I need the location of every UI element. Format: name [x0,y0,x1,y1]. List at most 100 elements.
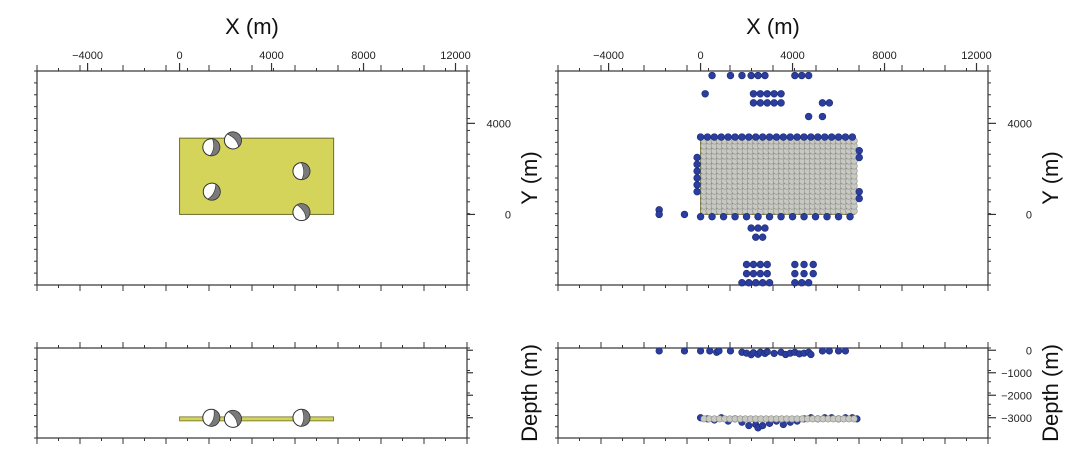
station-point [742,260,751,269]
station-point [791,269,799,278]
x-tick-label: 8000 [351,50,375,62]
station-point [798,71,806,80]
station-point [823,213,831,221]
y-axis-title: Y (m) [1038,151,1063,204]
station-point [756,90,765,98]
station-point [814,133,822,141]
y-tick-label: 0 [505,209,511,221]
x-axis-title: X (m) [225,14,279,39]
station-point [800,260,808,269]
station-point [706,347,714,355]
station-point [855,187,863,196]
beachball [202,408,221,427]
station-point [765,279,774,287]
station-point [738,71,746,80]
station-point [834,213,843,221]
station-point [788,213,797,221]
station-point [756,260,765,269]
station-point [770,99,778,107]
station-point [763,260,771,269]
station-point [818,347,827,355]
station-point [804,71,813,80]
beachball [292,408,311,427]
station-point [742,213,751,221]
beachball [202,138,221,157]
station-point [765,133,774,141]
map-right-x-tick-labels: −4000 0 4000 8000 12000 [593,50,992,71]
station-point [747,71,755,80]
station-point [761,224,769,232]
station-point [804,279,813,287]
station-point [724,133,732,141]
station-point [770,90,778,98]
station-point [726,71,735,80]
station-point [655,210,663,219]
station-point [754,213,762,221]
grid-node-point [850,415,858,423]
depth-right-y-tick-labels: 0 −1000 −2000 −3000 [988,345,1032,425]
station-point [693,153,701,162]
station-point [745,422,753,430]
blue-stations [655,71,863,287]
station-point [655,347,663,355]
station-point [756,269,765,278]
station-point [827,133,836,141]
depth-right-frame [555,342,991,444]
beachball-shade [296,203,311,220]
station-point [777,90,785,98]
station-point [763,99,771,107]
beachball [292,203,311,222]
station-point [809,260,817,269]
station-point [761,71,769,80]
beachball-shade [207,183,221,201]
station-point [825,99,834,107]
map-left-x-tick-labels: −4000 0 4000 8000 12000 [72,50,471,71]
station-point [758,133,767,141]
station-point [759,422,767,430]
station-point [696,347,705,355]
station-point [680,210,689,219]
y-tick-label: 4000 [487,118,511,130]
map-left-frame [34,65,470,291]
depth-left-frame [34,342,470,444]
station-point [791,260,799,269]
grid-nodes-depth [700,415,858,423]
station-point [747,224,755,232]
station-point [708,71,716,80]
station-point [786,133,794,141]
station-point [708,213,716,221]
station-point [834,347,843,355]
y-tick-label: −1000 [1001,368,1032,380]
beachball [223,131,242,150]
station-point [855,153,863,162]
station-point [825,347,833,355]
station-point [731,133,739,141]
station-point [745,279,753,287]
station-point [818,99,827,107]
station-point [818,112,827,121]
x-tick-label: 12000 [961,50,992,62]
beachball-shade [300,408,311,427]
x-tick-label: 4000 [780,50,804,62]
depth-axis-title: Depth (m) [517,344,542,442]
station-point [715,347,723,355]
station-point [696,213,705,221]
station-point [772,133,781,141]
x-tick-label: 8000 [872,50,896,62]
station-point [770,349,778,358]
station-point [763,348,771,356]
station-point [693,187,701,196]
y-tick-label: 4000 [1008,118,1032,130]
depth-axis-title: Depth (m) [1038,344,1063,442]
station-point [765,213,774,221]
station-point [680,347,689,355]
station-point [710,133,719,141]
station-point [821,133,829,141]
station-point [749,90,758,98]
beachball-shade [226,131,242,148]
beachball-shade [227,410,242,427]
map-right-y-tick-labels: 0 4000 [988,118,1032,221]
y-tick-label: 0 [1026,209,1032,221]
plot-frame [557,347,989,439]
grid-nodes [700,137,858,215]
